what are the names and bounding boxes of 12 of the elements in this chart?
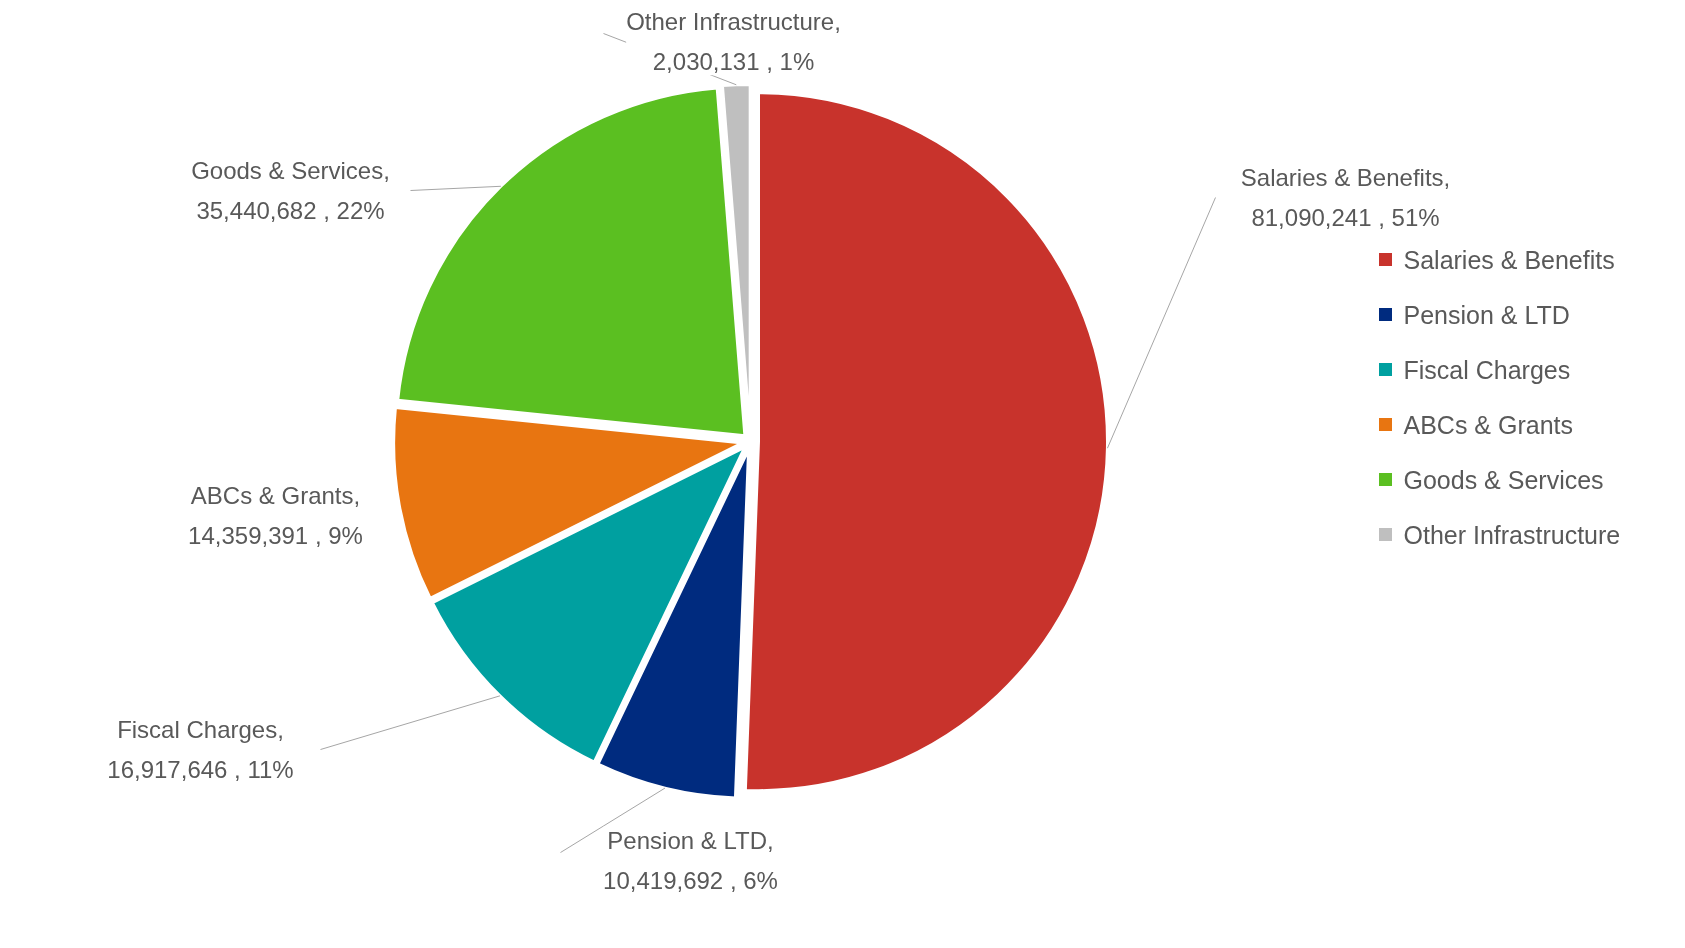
legend-label: Salaries & Benefits xyxy=(1403,245,1615,274)
data-label: Other Infrastructure, 2,030,131 , 1% xyxy=(626,7,841,76)
data-label: Goods & Services, 35,440,682 , 22% xyxy=(191,156,390,225)
legend-label: Fiscal Charges xyxy=(1403,355,1571,384)
data-label: Salaries & Benefits, 81,090,241 , 51% xyxy=(1240,163,1451,232)
legend-label: Goods & Services xyxy=(1403,465,1604,494)
data-label: Fiscal Charges, 16,917,646 , 11% xyxy=(107,715,294,784)
data-label: ABCs & Grants, 14,359,391 , 9% xyxy=(188,481,363,550)
legend-label: ABCs & Grants xyxy=(1403,410,1573,439)
data-label: Pension & LTD, 10,419,692 , 6% xyxy=(603,826,778,895)
legend-label: Pension & LTD xyxy=(1403,300,1570,329)
legend-label: Other Infrastructure xyxy=(1403,520,1621,549)
